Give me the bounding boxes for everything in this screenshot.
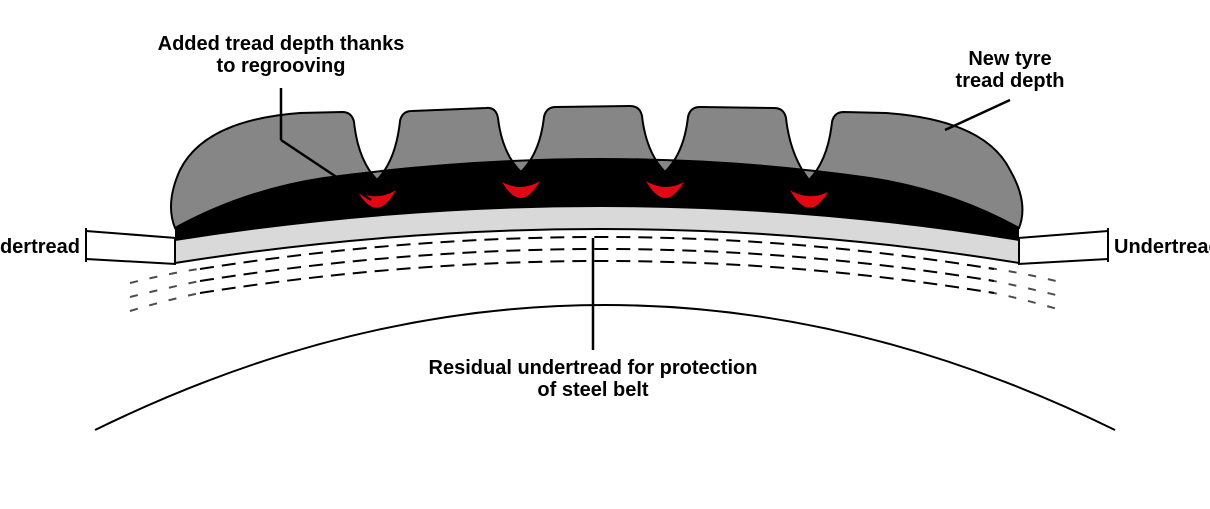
tyre-cross-section-diagram: Added tread depth thanks to regrooving N…: [0, 0, 1210, 509]
regroove-label-line2: to regrooving: [217, 55, 346, 77]
newtyre-label-line2: tread depth: [956, 70, 1065, 92]
newtyre-label-line1: New tyre: [968, 48, 1051, 70]
residual-label-line1: Residual undertread for protection: [429, 357, 758, 379]
undertread-label-right: Undertread: [1114, 236, 1210, 258]
regroove-label-line1: Added tread depth thanks: [158, 33, 405, 55]
undertread-label-left: Undertread: [0, 236, 80, 258]
residual-label-line2: of steel belt: [537, 379, 648, 401]
